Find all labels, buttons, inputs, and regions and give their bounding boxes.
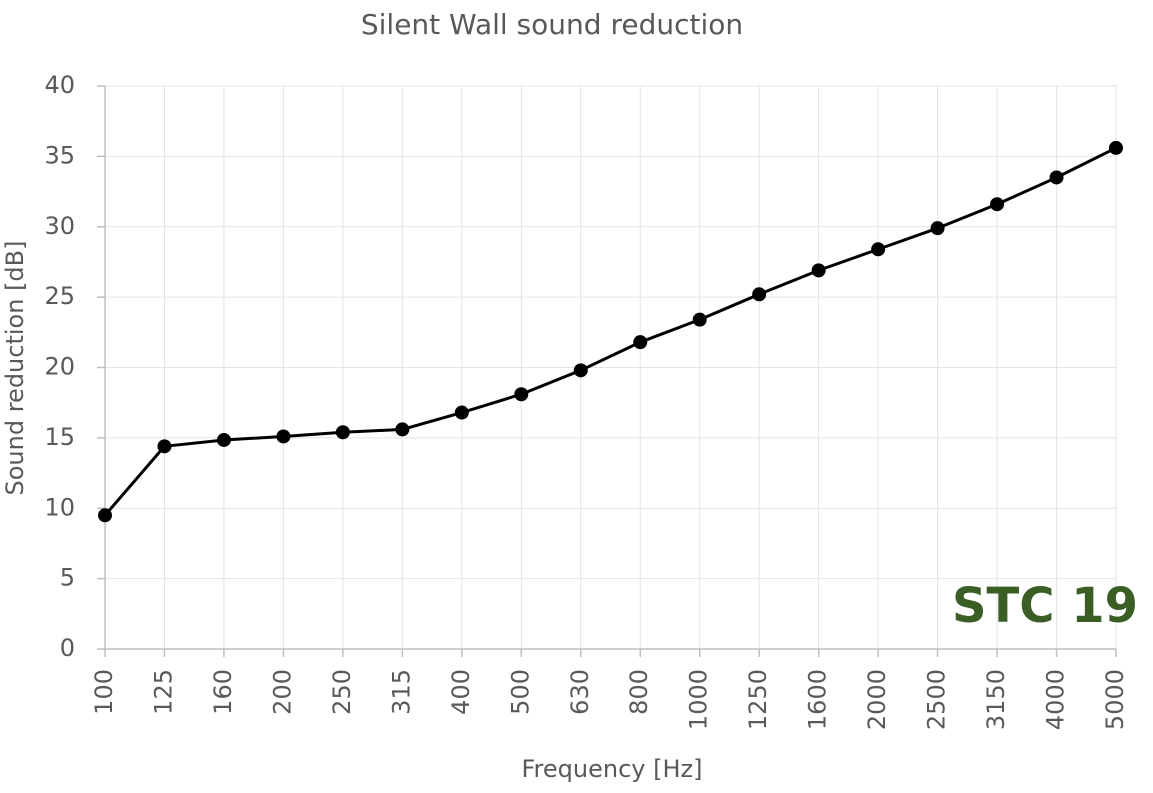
x-tick-label: 5000: [1101, 669, 1129, 730]
data-point: [1109, 140, 1123, 155]
x-tick-label: 3150: [982, 669, 1010, 730]
x-tick-label: 1000: [685, 669, 713, 730]
data-point: [335, 425, 350, 440]
data-point: [811, 263, 826, 278]
chart-title: Silent Wall sound reduction: [361, 8, 743, 41]
x-tick-label: 400: [447, 669, 475, 715]
data-point: [157, 439, 172, 454]
y-tick-label: 0: [60, 634, 75, 662]
data-point: [871, 242, 886, 257]
x-tick-label: 125: [149, 669, 177, 715]
data-point: [216, 432, 231, 447]
data-point: [633, 335, 648, 350]
x-tick-label: 630: [566, 669, 594, 715]
y-tick-label: 35: [44, 141, 75, 169]
y-tick-label: 10: [44, 493, 75, 521]
data-point: [98, 508, 112, 523]
x-tick-label: 200: [268, 669, 296, 715]
y-tick-label: 15: [44, 423, 75, 451]
x-axis-title: Frequency [Hz]: [522, 755, 703, 783]
y-tick-label: 5: [60, 564, 75, 592]
y-tick-label: 30: [44, 212, 75, 240]
data-point: [454, 405, 469, 420]
data-point: [752, 287, 767, 302]
y-tick-label: 40: [44, 71, 75, 99]
data-point: [276, 429, 291, 444]
series-line: [103, 146, 1117, 517]
x-tick-label: 100: [90, 669, 118, 715]
data-point: [930, 221, 945, 236]
x-tick-label: 315: [387, 669, 415, 715]
y-tick-label: 25: [44, 282, 75, 310]
data-point: [395, 422, 410, 437]
x-tick-label: 1250: [744, 669, 772, 730]
x-tick-label: 2500: [923, 669, 951, 730]
data-point: [990, 197, 1005, 212]
x-tick-label: 160: [209, 669, 237, 715]
plot: [98, 140, 1123, 523]
x-tick-label: 250: [328, 669, 356, 715]
x-tick-label: 800: [625, 669, 653, 715]
annotation: STC 19: [952, 578, 1138, 634]
data-point: [692, 312, 707, 327]
grid: [97, 85, 1117, 657]
y-axis-title: Sound reduction [dB]: [1, 241, 29, 496]
x-tick-label: 4000: [1042, 669, 1070, 730]
y-tick-label: 20: [44, 353, 75, 381]
data-point: [1049, 170, 1064, 185]
x-tick-label: 500: [506, 669, 534, 715]
data-point: [573, 363, 588, 378]
x-tick-label: 2000: [863, 669, 891, 730]
data-point: [514, 387, 529, 402]
x-tick-label: 1600: [804, 669, 832, 730]
